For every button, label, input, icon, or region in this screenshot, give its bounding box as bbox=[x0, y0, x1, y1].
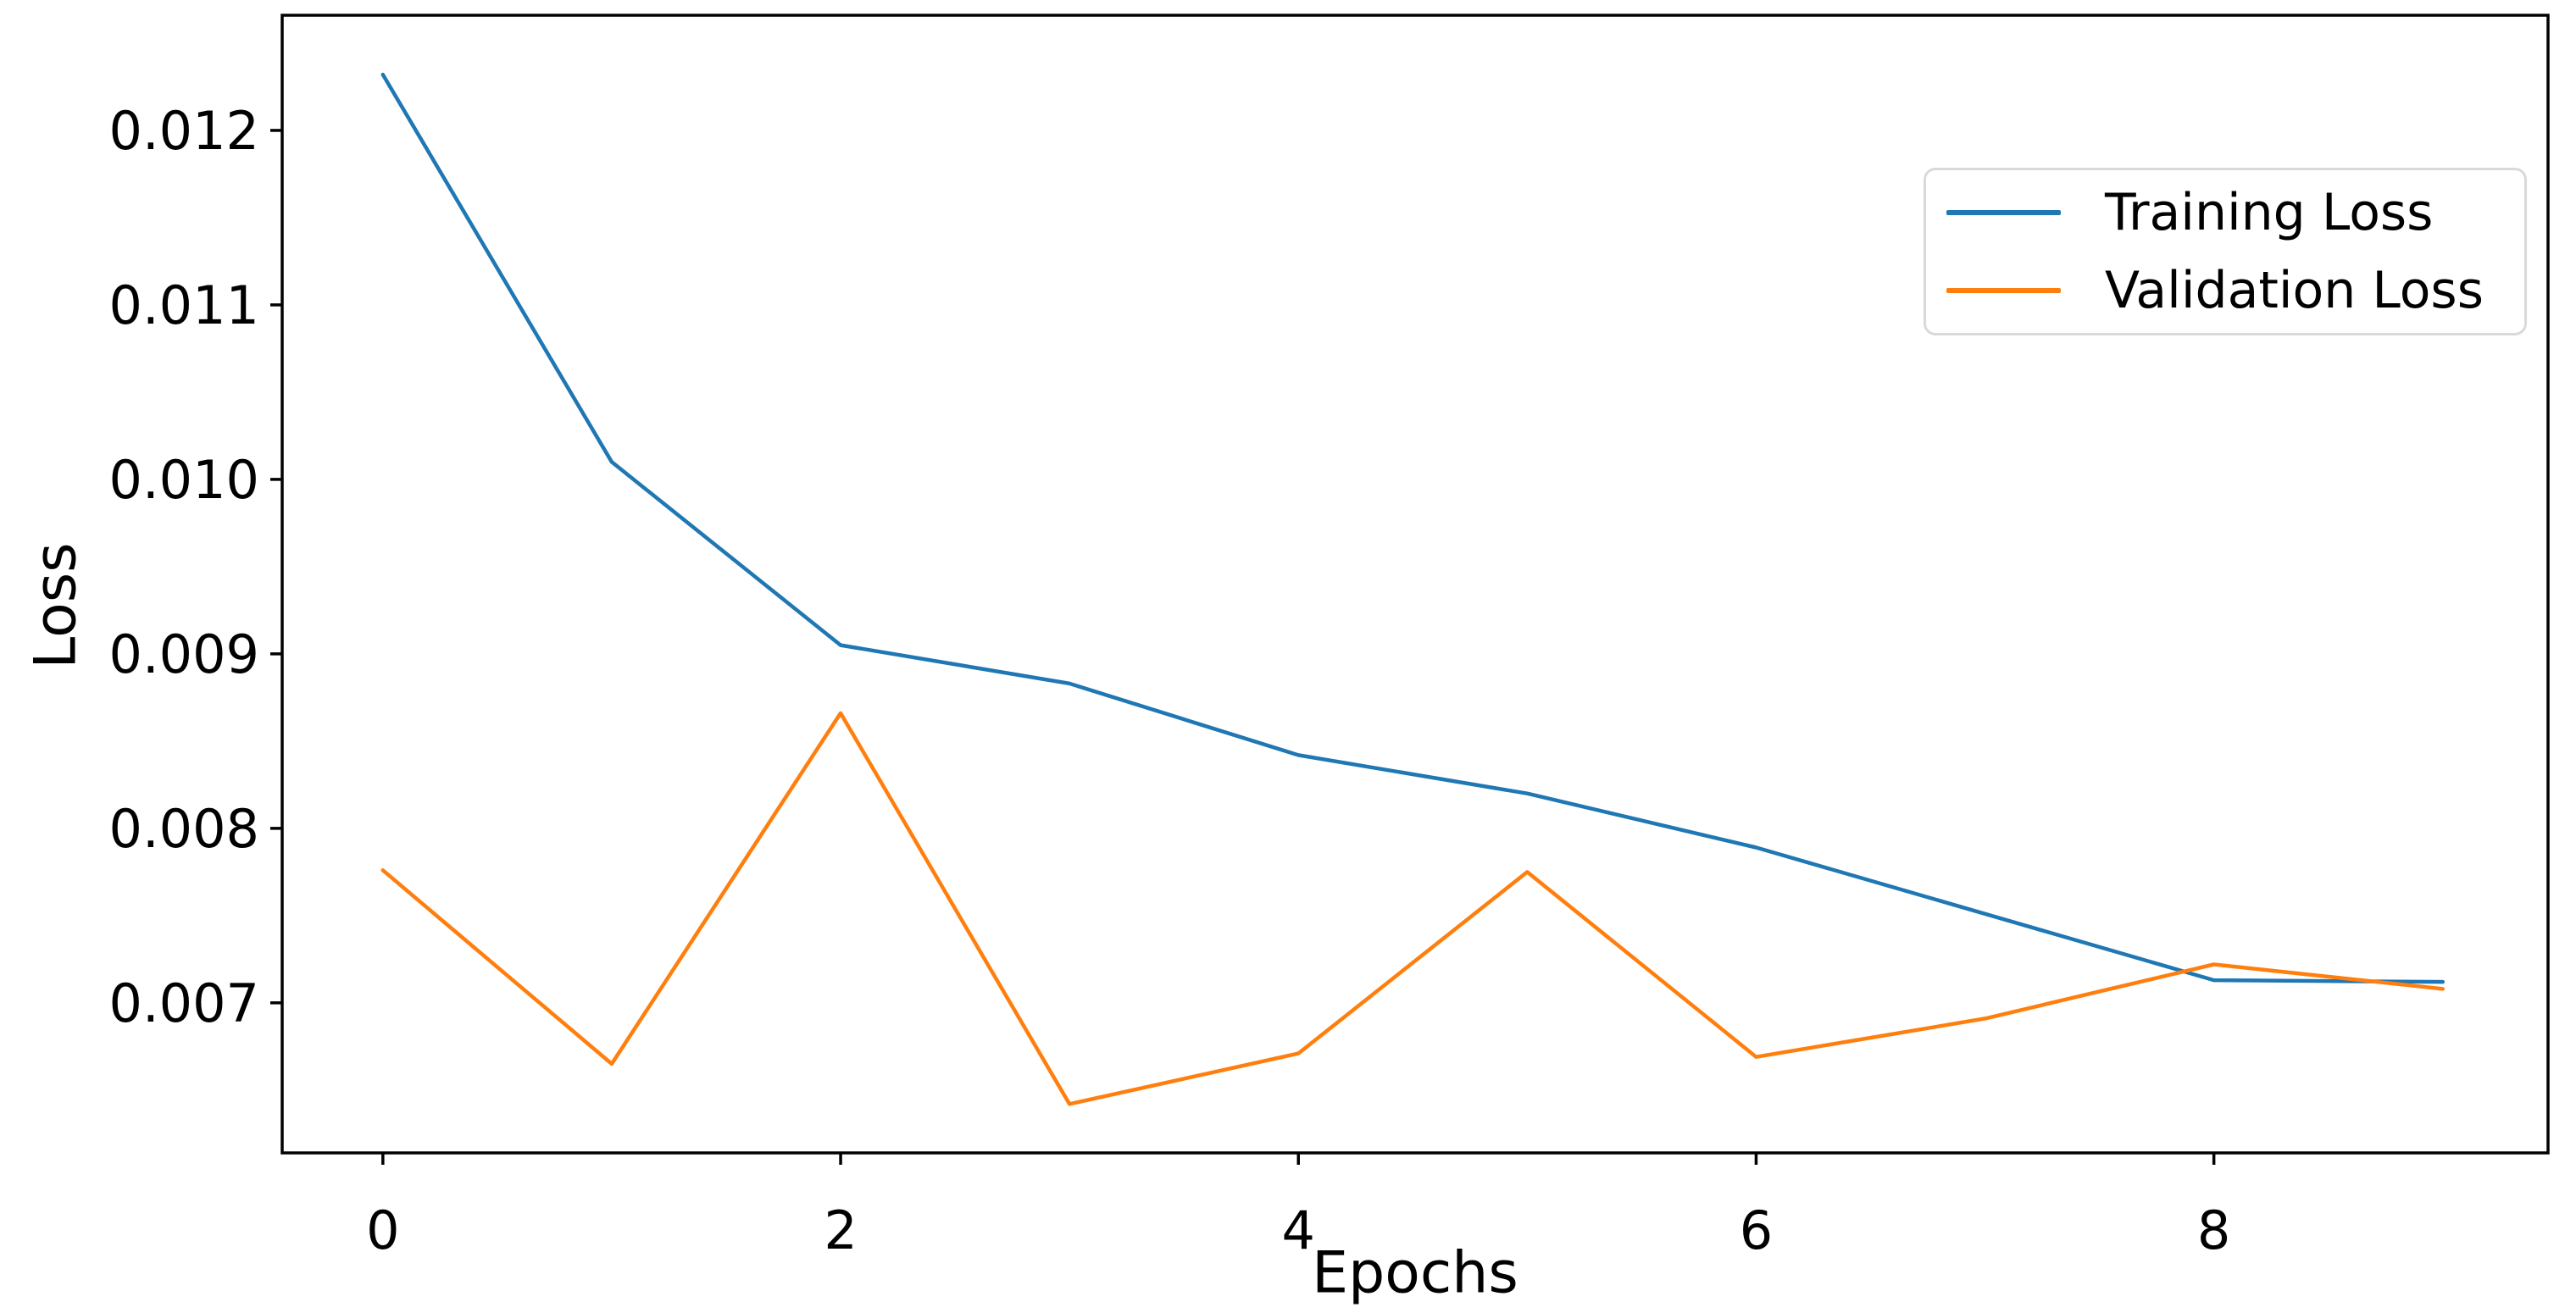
y-tick-label: 0.012 bbox=[109, 100, 260, 162]
training-loss-line bbox=[380, 72, 2446, 984]
x-tick-label: 4 bbox=[1282, 1199, 1315, 1261]
validation-loss-line bbox=[380, 711, 2446, 1106]
y-tick-label: 0.009 bbox=[109, 623, 260, 685]
training-loss-line-sample bbox=[1946, 210, 2061, 215]
y-tick-label: 0.011 bbox=[109, 274, 260, 336]
x-tick-label: 2 bbox=[824, 1199, 857, 1261]
y-tick-label: 0.008 bbox=[109, 798, 260, 860]
y-axis-label: Loss bbox=[22, 542, 90, 669]
legend-entry-validation: Validation Loss bbox=[1946, 264, 2524, 317]
y-tick-label: 0.007 bbox=[109, 972, 260, 1034]
axes-spines bbox=[280, 14, 2550, 1155]
x-axis-label: Epochs bbox=[1312, 1239, 1518, 1307]
legend-label-training: Training Loss bbox=[2105, 183, 2434, 242]
legend-entry-training: Training Loss bbox=[1946, 186, 2524, 239]
x-tick-label: 6 bbox=[1740, 1199, 1773, 1261]
validation-loss-line-sample bbox=[1946, 288, 2061, 293]
y-tick-label: 0.010 bbox=[109, 449, 260, 511]
legend: Training Loss Validation Loss bbox=[1924, 168, 2527, 335]
x-tick-label: 8 bbox=[2197, 1199, 2230, 1261]
legend-label-validation: Validation Loss bbox=[2105, 261, 2484, 320]
x-tick-label: 0 bbox=[366, 1199, 399, 1261]
